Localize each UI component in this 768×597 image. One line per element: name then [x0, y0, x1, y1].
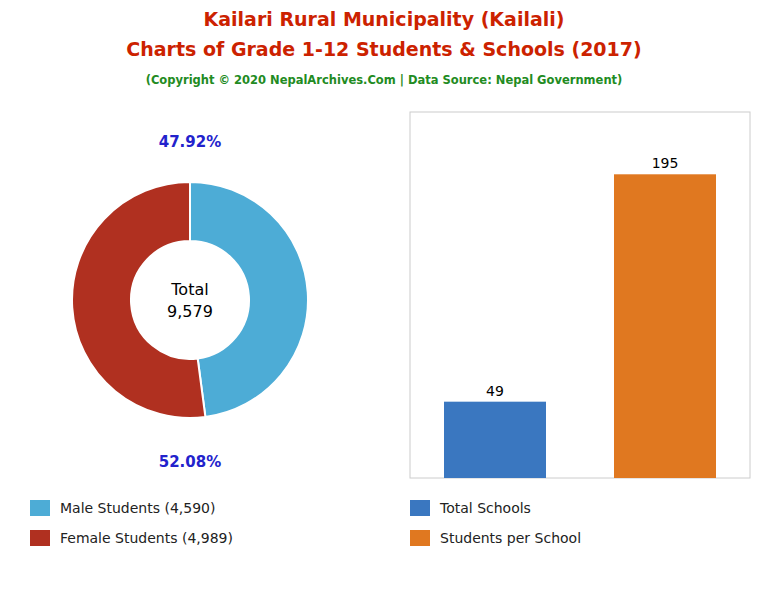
page: {"chart_data": [ {"type": "donut", "titl… — [0, 0, 768, 597]
donut — [72, 182, 308, 418]
chart-root: Kailari Rural Municipality (Kailali) Char… — [0, 0, 768, 597]
legend-label: Students per School — [440, 530, 581, 546]
title: Kailari Rural Municipality (Kailali) — [204, 8, 565, 30]
legend-swatch — [30, 500, 50, 516]
data-label: 52.08% — [159, 453, 221, 471]
legend-swatch — [410, 530, 430, 546]
plot-frame — [410, 112, 750, 478]
legend-swatch — [410, 500, 430, 516]
donut-slice — [72, 182, 205, 418]
data-label: 195 — [652, 155, 679, 171]
legend-swatch — [30, 530, 50, 546]
legend-label: Male Students (4,590) — [60, 500, 215, 516]
center-text-line: Total — [170, 280, 208, 299]
legend: Male Students (4,590) Female Students (4,… — [30, 500, 233, 546]
center-text: Total 9,579 — [167, 280, 213, 321]
data-label: 47.92% — [159, 133, 221, 151]
bar — [444, 402, 546, 478]
title: Charts of Grade 1-12 Students & Schools … — [126, 38, 641, 60]
subtitle: (Copyright © 2020 NepalArchives.Com | Da… — [146, 73, 623, 87]
donut-slice — [190, 182, 308, 417]
legend: Total Schools Students per School — [410, 500, 581, 546]
legend-label: Total Schools — [439, 500, 531, 516]
legend-label: Female Students (4,989) — [60, 530, 233, 546]
bars — [444, 174, 716, 478]
data-label: 49 — [486, 383, 504, 399]
center-text-line: 9,579 — [167, 302, 213, 321]
bar — [614, 174, 716, 478]
